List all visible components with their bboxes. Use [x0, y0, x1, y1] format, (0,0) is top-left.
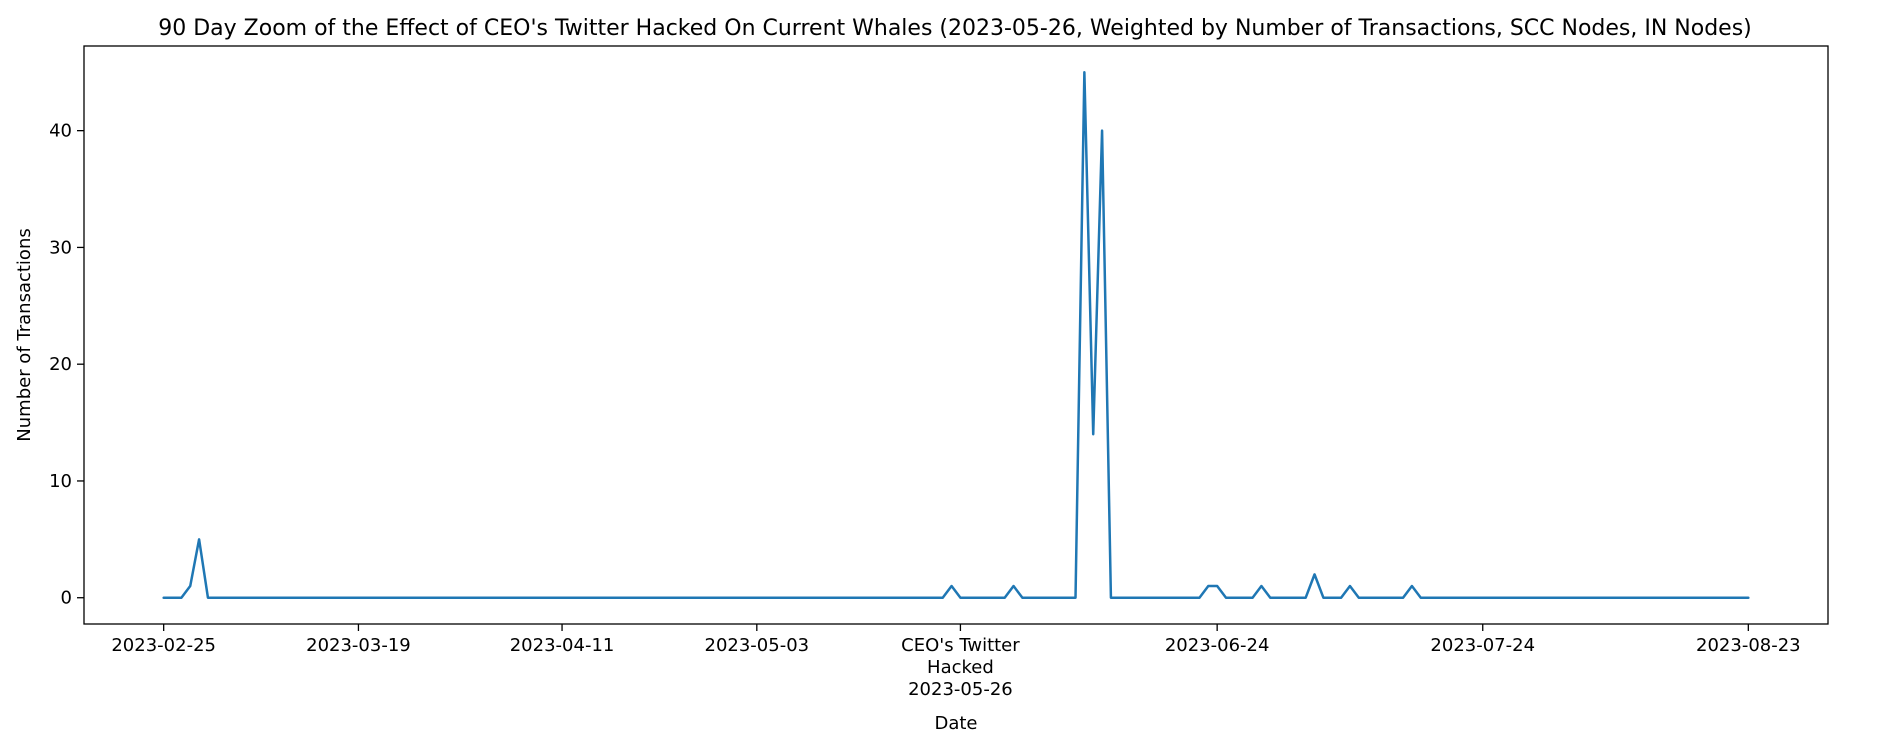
y-axis-ticks: 0 10 20 30 40	[49, 121, 84, 609]
x-tick-label: 2023-02-25	[111, 635, 216, 656]
x-tick-label: CEO's Twitter Hacked 2023-05-26	[901, 635, 1020, 700]
series-line	[162, 71, 1750, 599]
y-axis-label: Number of Transactions	[14, 228, 35, 441]
plot-frame	[83, 45, 1829, 625]
y-tick-label: 0	[61, 588, 72, 609]
x-axis-ticks: 2023-02-25 2023-03-19 2023-04-11 2023-05-03…	[111, 624, 1801, 700]
y-tick-label: 20	[49, 354, 72, 375]
x-tick-label: 2023-05-03	[705, 635, 810, 656]
y-tick-label: 30	[49, 237, 72, 258]
x-tick-label: 2023-06-24	[1165, 635, 1270, 656]
x-tick-label: 2023-03-19	[306, 635, 411, 656]
y-tick-label: 40	[49, 121, 72, 142]
y-tick-label: 10	[49, 471, 72, 492]
x-axis-label: Date	[934, 713, 977, 734]
chart-title: 90 Day Zoom of the Effect of CEO's Twitt…	[158, 16, 1752, 41]
x-tick-label: 2023-04-11	[510, 635, 615, 656]
x-tick-label: 2023-08-23	[1696, 635, 1801, 656]
x-tick-label: 2023-07-24	[1430, 635, 1535, 656]
